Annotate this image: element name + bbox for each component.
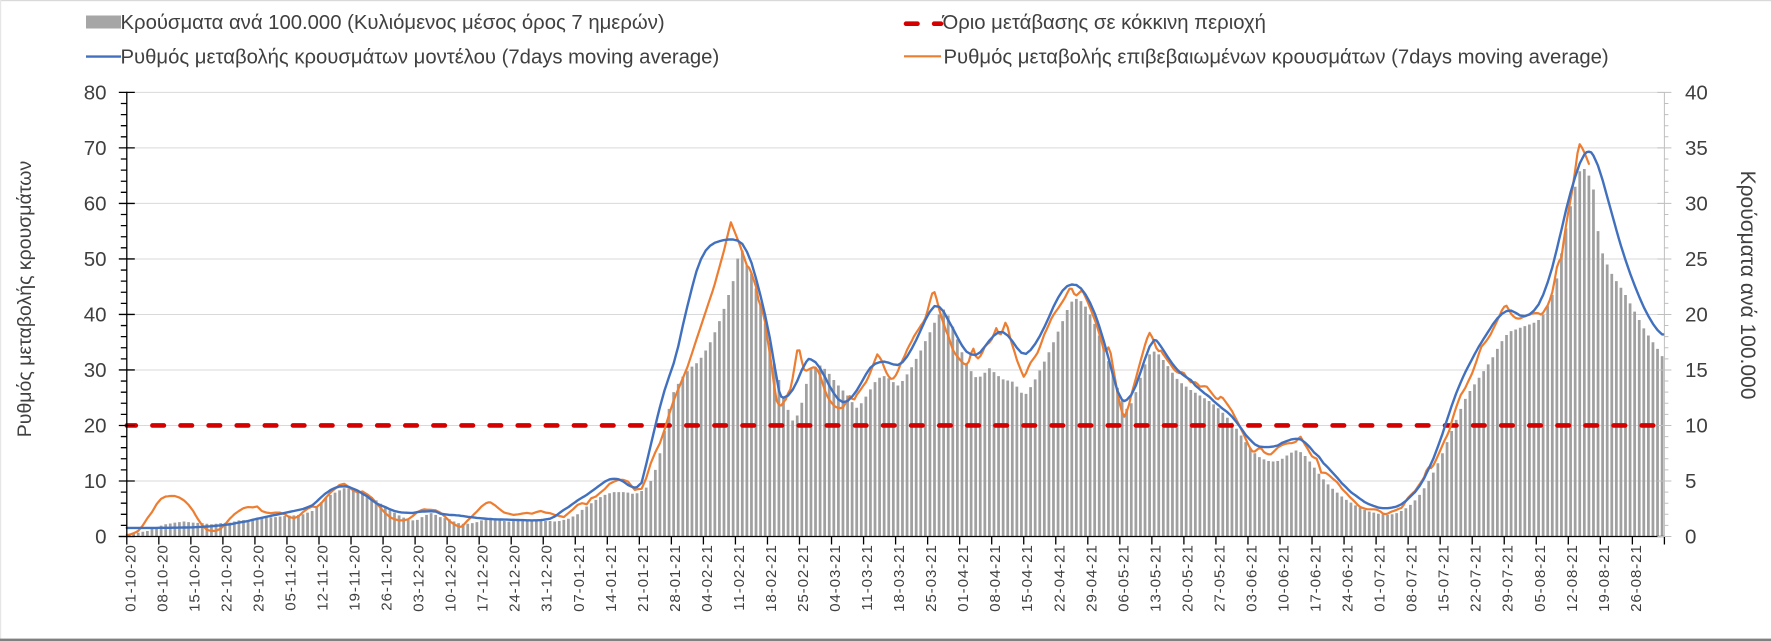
svg-text:18-03-21: 18-03-21 — [891, 544, 908, 612]
svg-text:5: 5 — [1685, 470, 1696, 493]
svg-text:01-10-20: 01-10-20 — [122, 544, 139, 612]
svg-text:80: 80 — [84, 82, 107, 105]
svg-text:40: 40 — [1685, 82, 1708, 105]
svg-text:21-01-21: 21-01-21 — [635, 544, 652, 612]
svg-text:26-11-20: 26-11-20 — [379, 544, 396, 610]
svg-text:19-08-21: 19-08-21 — [1596, 544, 1613, 612]
svg-text:0: 0 — [95, 526, 106, 549]
svg-text:04-02-21: 04-02-21 — [699, 544, 716, 612]
svg-text:28-01-21: 28-01-21 — [667, 544, 684, 612]
svg-text:03-12-20: 03-12-20 — [411, 544, 428, 612]
svg-text:Όριο μετάβασης σε κόκκινη περι: Όριο μετάβασης σε κόκκινη περιοχή — [942, 12, 1266, 34]
svg-text:70: 70 — [84, 137, 107, 160]
svg-text:15: 15 — [1685, 359, 1708, 382]
svg-text:06-05-21: 06-05-21 — [1115, 544, 1132, 612]
svg-text:10-12-20: 10-12-20 — [443, 544, 460, 612]
svg-text:04-03-21: 04-03-21 — [827, 544, 844, 612]
svg-text:05-08-21: 05-08-21 — [1532, 544, 1549, 612]
svg-text:Κρούσματα ανά 100.000 (Κυλιόμε: Κρούσματα ανά 100.000 (Κυλιόμενος μέσος … — [121, 12, 665, 34]
svg-text:27-05-21: 27-05-21 — [1211, 544, 1228, 612]
svg-text:40: 40 — [84, 304, 107, 327]
svg-text:08-04-21: 08-04-21 — [987, 544, 1004, 612]
svg-text:10: 10 — [1685, 415, 1708, 438]
svg-text:15-07-21: 15-07-21 — [1436, 544, 1453, 612]
svg-text:60: 60 — [84, 193, 107, 216]
svg-text:01-04-21: 01-04-21 — [955, 544, 972, 612]
svg-text:24-06-21: 24-06-21 — [1340, 544, 1357, 612]
svg-text:25: 25 — [1685, 248, 1708, 271]
svg-text:22-04-21: 22-04-21 — [1051, 544, 1068, 612]
svg-text:22-10-20: 22-10-20 — [218, 544, 235, 612]
svg-text:07-01-21: 07-01-21 — [571, 544, 588, 612]
svg-text:12-08-21: 12-08-21 — [1564, 544, 1581, 612]
svg-text:35: 35 — [1685, 137, 1708, 160]
svg-text:08-10-20: 08-10-20 — [154, 544, 171, 612]
svg-text:0: 0 — [1685, 526, 1696, 549]
svg-text:01-07-21: 01-07-21 — [1372, 544, 1389, 612]
svg-text:25-02-21: 25-02-21 — [795, 544, 812, 612]
svg-text:11-03-21: 11-03-21 — [859, 544, 876, 610]
svg-text:Ρυθμός μεταβολής κρουσμάτων: Ρυθμός μεταβολής κρουσμάτων — [14, 161, 36, 437]
svg-text:25-03-21: 25-03-21 — [923, 544, 940, 612]
svg-text:11-02-21: 11-02-21 — [731, 544, 748, 610]
svg-text:29-10-20: 29-10-20 — [250, 544, 267, 612]
svg-text:30: 30 — [1685, 193, 1708, 216]
svg-text:29-07-21: 29-07-21 — [1500, 544, 1517, 612]
svg-text:20: 20 — [1685, 304, 1708, 327]
svg-text:20-05-21: 20-05-21 — [1179, 544, 1196, 612]
svg-text:29-04-21: 29-04-21 — [1083, 544, 1100, 612]
svg-text:22-07-21: 22-07-21 — [1468, 544, 1485, 612]
svg-text:14-01-21: 14-01-21 — [603, 544, 620, 612]
svg-text:03-06-21: 03-06-21 — [1244, 544, 1261, 612]
svg-text:31-12-20: 31-12-20 — [539, 544, 556, 612]
svg-text:05-11-20: 05-11-20 — [283, 544, 300, 610]
svg-text:30: 30 — [84, 359, 107, 382]
svg-text:19-11-20: 19-11-20 — [347, 544, 364, 610]
svg-text:Ρυθμός μεταβολής κρουσμάτων μο: Ρυθμός μεταβολής κρουσμάτων μοντέλου (7d… — [121, 47, 720, 69]
svg-text:10-06-21: 10-06-21 — [1276, 544, 1293, 612]
svg-text:50: 50 — [84, 248, 107, 271]
svg-text:17-12-20: 17-12-20 — [475, 544, 492, 612]
svg-text:12-11-20: 12-11-20 — [315, 544, 332, 610]
svg-text:Κρούσματα ανά 100.000: Κρούσματα ανά 100.000 — [1736, 171, 1759, 400]
svg-text:15-10-20: 15-10-20 — [186, 544, 203, 612]
svg-text:10: 10 — [84, 470, 107, 493]
svg-text:15-04-21: 15-04-21 — [1019, 544, 1036, 612]
svg-text:18-02-21: 18-02-21 — [763, 544, 780, 612]
svg-text:Ρυθμός μεταβολής επιβεβαιωμένω: Ρυθμός μεταβολής επιβεβαιωμένων κρουσμάτ… — [944, 47, 1609, 69]
svg-text:17-06-21: 17-06-21 — [1308, 544, 1325, 612]
svg-text:24-12-20: 24-12-20 — [507, 544, 524, 612]
svg-text:13-05-21: 13-05-21 — [1147, 544, 1164, 612]
svg-text:20: 20 — [84, 415, 107, 438]
svg-text:26-08-21: 26-08-21 — [1628, 544, 1645, 612]
svg-text:08-07-21: 08-07-21 — [1404, 544, 1421, 612]
